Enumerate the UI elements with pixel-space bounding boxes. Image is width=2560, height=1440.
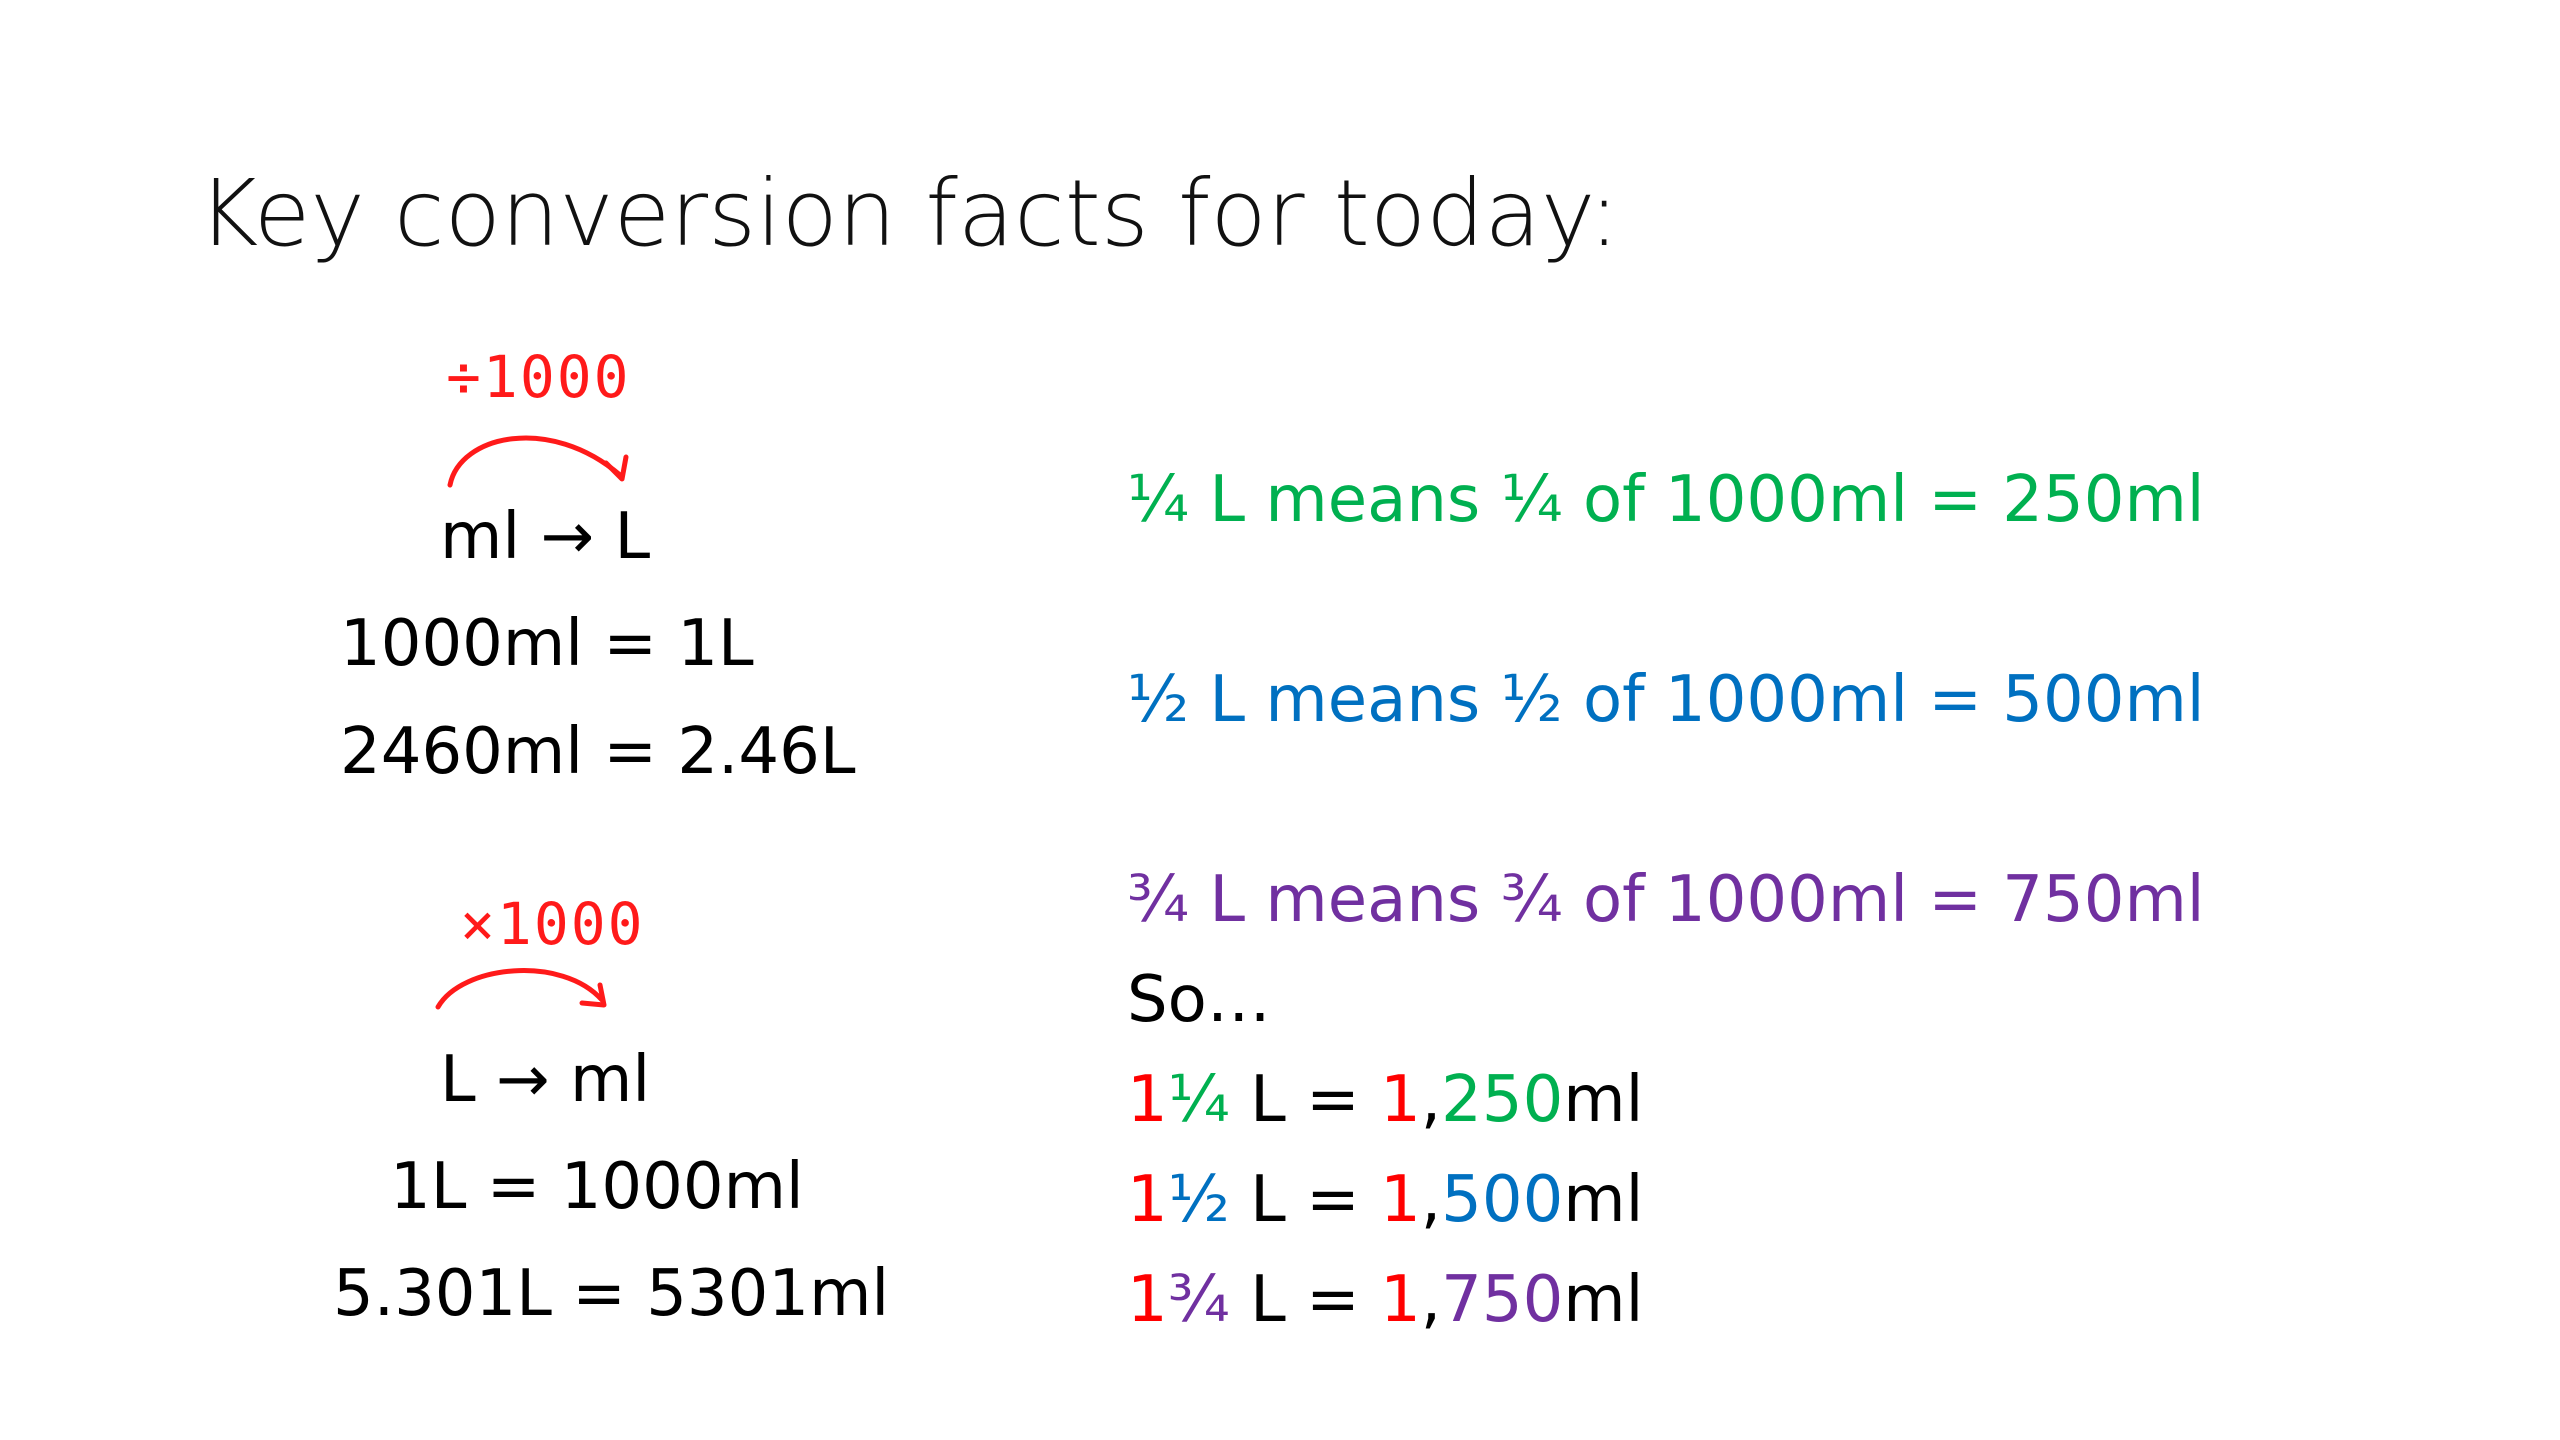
conversion-example: 2460ml = 2.46L	[340, 715, 856, 789]
result-unit: ml	[1563, 1063, 1644, 1137]
result-mid: L =	[1229, 1163, 1381, 1237]
result-fraction: ½	[1167, 1163, 1230, 1237]
fraction-fact-three-quarter: ¾ L means ¾ of 1000ml = 750ml	[1127, 863, 2205, 937]
curved-arrow-icon	[435, 968, 607, 1010]
result-number: 500	[1441, 1163, 1564, 1237]
result-number: 750	[1441, 1263, 1564, 1337]
so-label: So…	[1127, 963, 1271, 1037]
result-lead: 1	[1380, 1263, 1421, 1337]
conversion-example: 5.301L = 5301ml	[333, 1257, 890, 1331]
fraction-fact-half: ½ L means ½ of 1000ml = 500ml	[1127, 663, 2205, 737]
result-fraction: ¼	[1167, 1063, 1230, 1137]
result-mid: L =	[1229, 1063, 1381, 1137]
result-lead: 1	[1380, 1163, 1421, 1237]
slide-title: Key conversion facts for today:	[198, 160, 1620, 267]
result-whole: 1	[1127, 1163, 1168, 1237]
conversion-heading-ml-to-l: ml → L	[440, 500, 651, 574]
result-fraction: ¾	[1167, 1263, 1230, 1337]
result-unit: ml	[1563, 1163, 1644, 1237]
divide-annotation: ÷1000	[446, 343, 631, 411]
result-line: 1¼ L = 1,250ml	[1127, 1068, 1643, 1132]
result-lead: 1	[1380, 1063, 1421, 1137]
result-comma: ,	[1420, 1163, 1442, 1237]
result-comma: ,	[1420, 1263, 1442, 1337]
result-mid: L =	[1229, 1263, 1381, 1337]
result-line: 1½ L = 1,500ml	[1127, 1168, 1643, 1232]
conversion-example: 1000ml = 1L	[340, 607, 754, 681]
result-comma: ,	[1420, 1063, 1442, 1137]
result-number: 250	[1441, 1063, 1564, 1137]
curved-arrow-icon	[447, 435, 629, 488]
fraction-fact-quarter: ¼ L means ¼ of 1000ml = 250ml	[1127, 463, 2205, 537]
result-whole: 1	[1127, 1263, 1168, 1337]
result-unit: ml	[1563, 1263, 1644, 1337]
result-whole: 1	[1127, 1063, 1168, 1137]
result-line: 1¾ L = 1,750ml	[1127, 1268, 1643, 1332]
conversion-heading-l-to-ml: L → ml	[440, 1043, 651, 1117]
multiply-annotation: ×1000	[460, 890, 645, 958]
conversion-example: 1L = 1000ml	[390, 1150, 804, 1224]
